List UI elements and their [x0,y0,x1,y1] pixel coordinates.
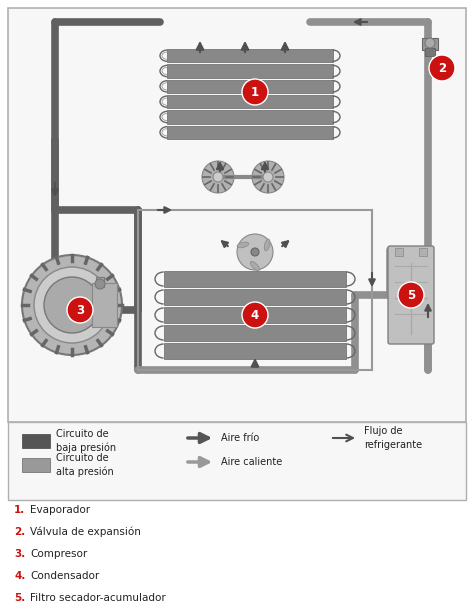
Bar [8,422,466,500]
FancyBboxPatch shape [388,246,434,344]
Circle shape [425,38,435,48]
Text: Aire caliente: Aire caliente [221,457,282,467]
Bar [138,210,372,370]
Circle shape [22,255,122,355]
Text: 5.: 5. [14,593,25,603]
Bar [22,458,50,472]
Bar [425,48,435,56]
Text: Circuito de
alta presión: Circuito de alta presión [56,453,114,477]
Bar [164,289,346,305]
Circle shape [202,161,234,193]
Bar [167,80,333,93]
Circle shape [237,234,273,270]
Bar [167,65,333,77]
Bar [164,271,346,287]
Text: Condensador: Condensador [30,571,99,581]
Text: 2: 2 [438,62,446,74]
Text: Aire frío: Aire frío [221,433,259,443]
Text: Evaporador: Evaporador [30,505,90,515]
Ellipse shape [250,261,260,271]
Circle shape [252,161,284,193]
Bar [167,125,333,139]
Text: 4.: 4. [14,571,26,581]
Text: Compresor: Compresor [30,549,87,559]
Bar [164,307,346,323]
Bar [92,283,117,327]
Text: 4: 4 [251,309,259,322]
Circle shape [34,267,110,343]
Bar [422,38,438,50]
Bar [167,110,333,124]
Bar [96,277,104,287]
Text: 5: 5 [407,288,415,301]
Text: 2.: 2. [14,527,25,537]
Circle shape [429,55,455,81]
Text: 1.: 1. [14,505,25,515]
Circle shape [95,279,105,289]
Bar [419,248,427,256]
Text: Circuito de
baja presión: Circuito de baja presión [56,429,116,453]
Ellipse shape [237,242,249,248]
Bar [167,49,333,62]
Circle shape [67,297,93,323]
Text: Filtro secador-acumulador: Filtro secador-acumulador [30,593,166,603]
Text: 3: 3 [76,303,84,317]
Text: 1: 1 [251,85,259,98]
Text: 3.: 3. [14,549,25,559]
Ellipse shape [264,239,270,251]
Bar [164,343,346,359]
Text: Flujo de
refrigerante: Flujo de refrigerante [364,426,422,450]
Circle shape [251,248,259,256]
Circle shape [263,172,273,182]
Circle shape [398,282,424,308]
Circle shape [242,79,268,105]
Bar [164,325,346,341]
Bar [8,8,466,422]
Bar [22,434,50,448]
Circle shape [242,302,268,328]
Circle shape [44,277,100,333]
Bar [167,95,333,108]
Circle shape [213,172,223,182]
Bar [395,248,403,256]
Text: Válvula de expansión: Válvula de expansión [30,527,141,538]
